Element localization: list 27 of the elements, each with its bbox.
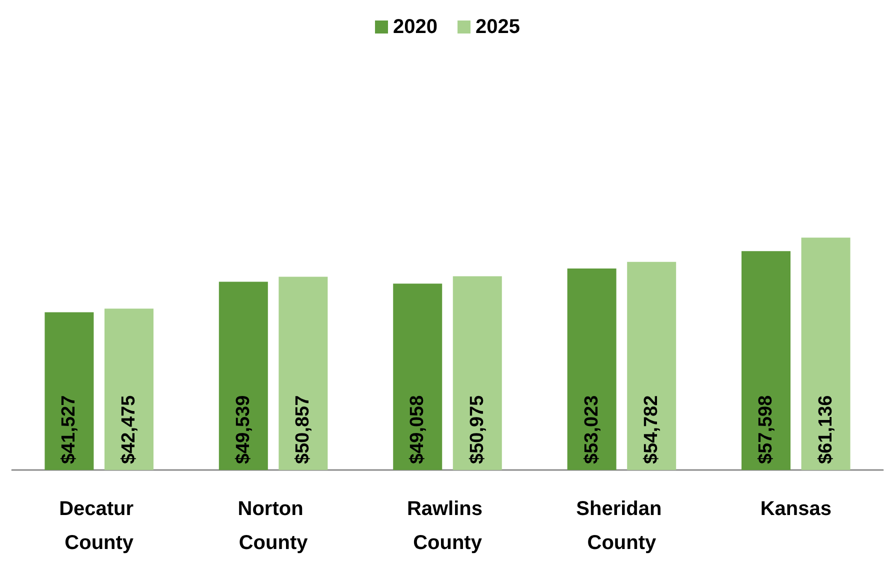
bar (393, 284, 442, 470)
legend-label: 2020 (393, 16, 438, 38)
data-label: $41,527 (58, 395, 80, 464)
legend-label: 2025 (476, 16, 520, 38)
data-label: $42,475 (118, 394, 140, 464)
data-label: $50,857 (292, 395, 314, 464)
x-tick-label: Decatur County (59, 498, 140, 554)
bar (44, 312, 94, 470)
data-label: $50,975 (466, 394, 488, 464)
bar (627, 262, 676, 470)
bar (278, 276, 328, 470)
data-label: $54,782 (641, 395, 662, 464)
bar (567, 268, 616, 470)
data-label: $61,136 (815, 395, 836, 464)
bar (452, 276, 502, 470)
data-label: $53,023 (581, 395, 602, 464)
bar (218, 282, 268, 470)
x-tick-label: Norton County (238, 498, 309, 554)
x-tick-label: Kansas (760, 498, 832, 520)
bar (742, 251, 791, 470)
bar (801, 238, 850, 470)
data-label: $49,539 (232, 395, 254, 464)
data-label: $57,598 (756, 395, 777, 464)
data-label: $49,058 (407, 395, 428, 464)
x-tick-label: Rawlins County (406, 498, 488, 554)
bar (104, 308, 154, 470)
x-tick-label: Sheridan County (576, 498, 668, 554)
